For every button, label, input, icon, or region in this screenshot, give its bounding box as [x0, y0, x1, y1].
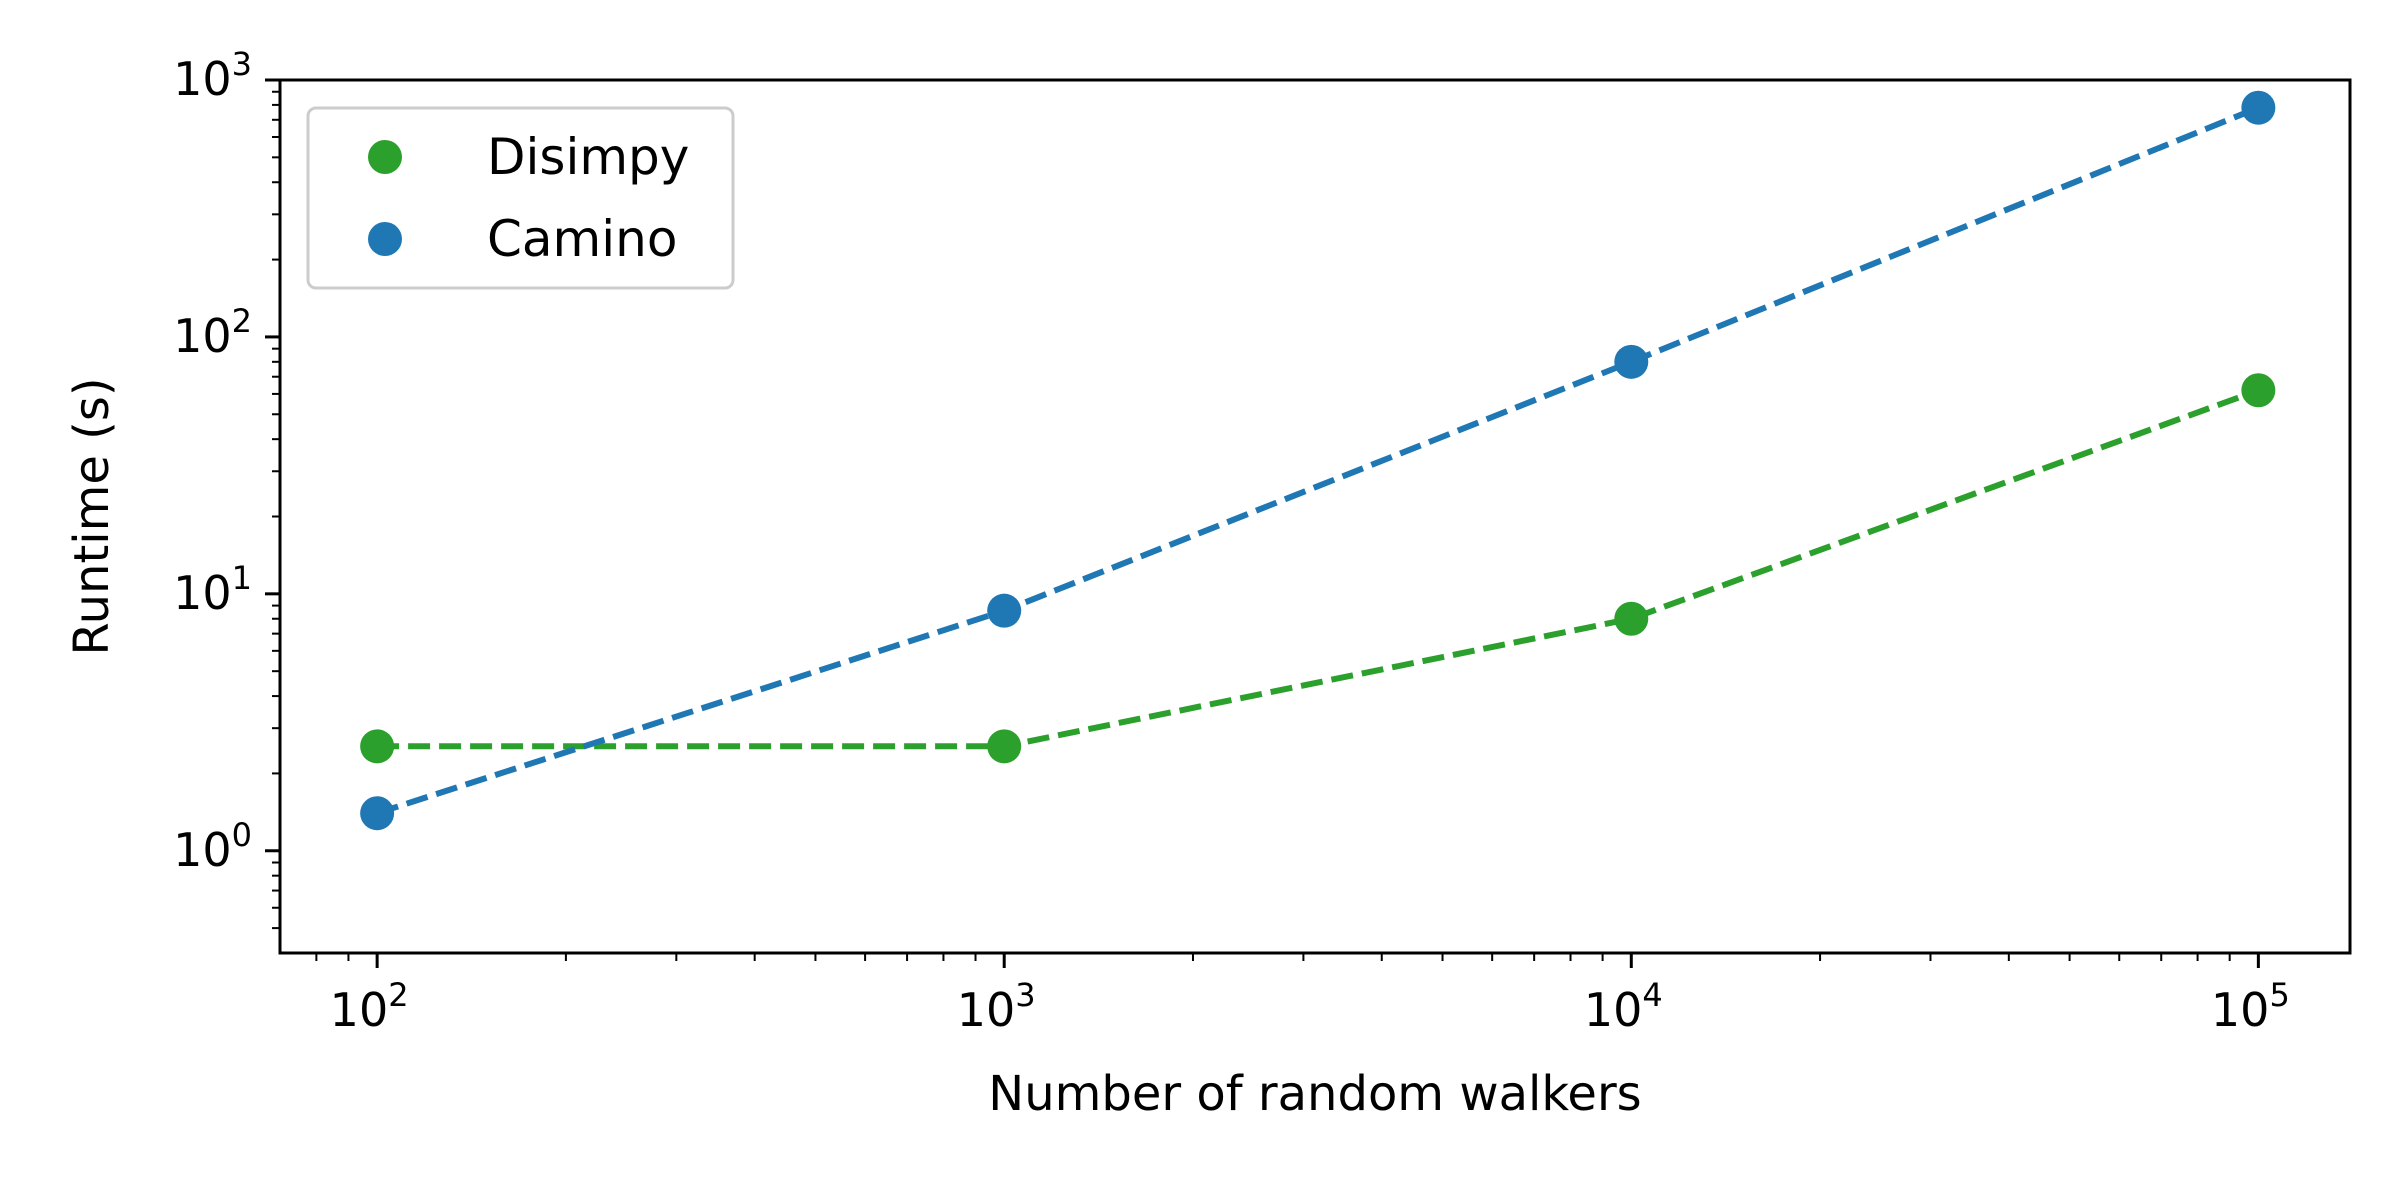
- x-tick-label: 102: [330, 976, 409, 1037]
- x-tick-label: 105: [2211, 976, 2290, 1037]
- y-tick-label: 102: [173, 302, 252, 363]
- y-axis-label: Runtime (s): [64, 377, 120, 655]
- data-point-camino: [2241, 90, 2276, 125]
- series-line-disimpy: [377, 387, 2260, 750]
- legend-label-disimpy: Disimpy: [487, 128, 689, 186]
- legend-marker-camino: [368, 222, 402, 256]
- data-point-disimpy: [360, 729, 395, 764]
- x-axis-label: Number of random walkers: [988, 1066, 1641, 1122]
- y-tick-label: 103: [173, 45, 252, 106]
- data-point-disimpy: [2241, 373, 2276, 408]
- data-point-disimpy: [1614, 601, 1649, 636]
- series-line-camino: [376, 104, 2260, 817]
- legend: Disimpy Camino: [306, 106, 735, 290]
- legend-items: Disimpy Camino: [368, 128, 689, 268]
- x-tick-label: 103: [957, 976, 1036, 1037]
- legend-label-camino: Camino: [487, 210, 677, 268]
- legend-box: [306, 106, 735, 290]
- y-tick-label: 101: [173, 559, 252, 620]
- major-ticks: 102 103 104 105 100 101 102 103: [173, 45, 2290, 1037]
- y-tick-label: 100: [173, 816, 252, 877]
- data-point-disimpy: [987, 729, 1022, 764]
- plot-area-frame: [278, 78, 2352, 955]
- data-point-camino: [360, 796, 395, 831]
- series-layer: [360, 90, 2276, 831]
- data-point-camino: [1614, 344, 1649, 379]
- x-tick-label: 104: [1584, 976, 1663, 1037]
- data-point-camino: [987, 593, 1022, 628]
- legend-marker-disimpy: [368, 140, 402, 174]
